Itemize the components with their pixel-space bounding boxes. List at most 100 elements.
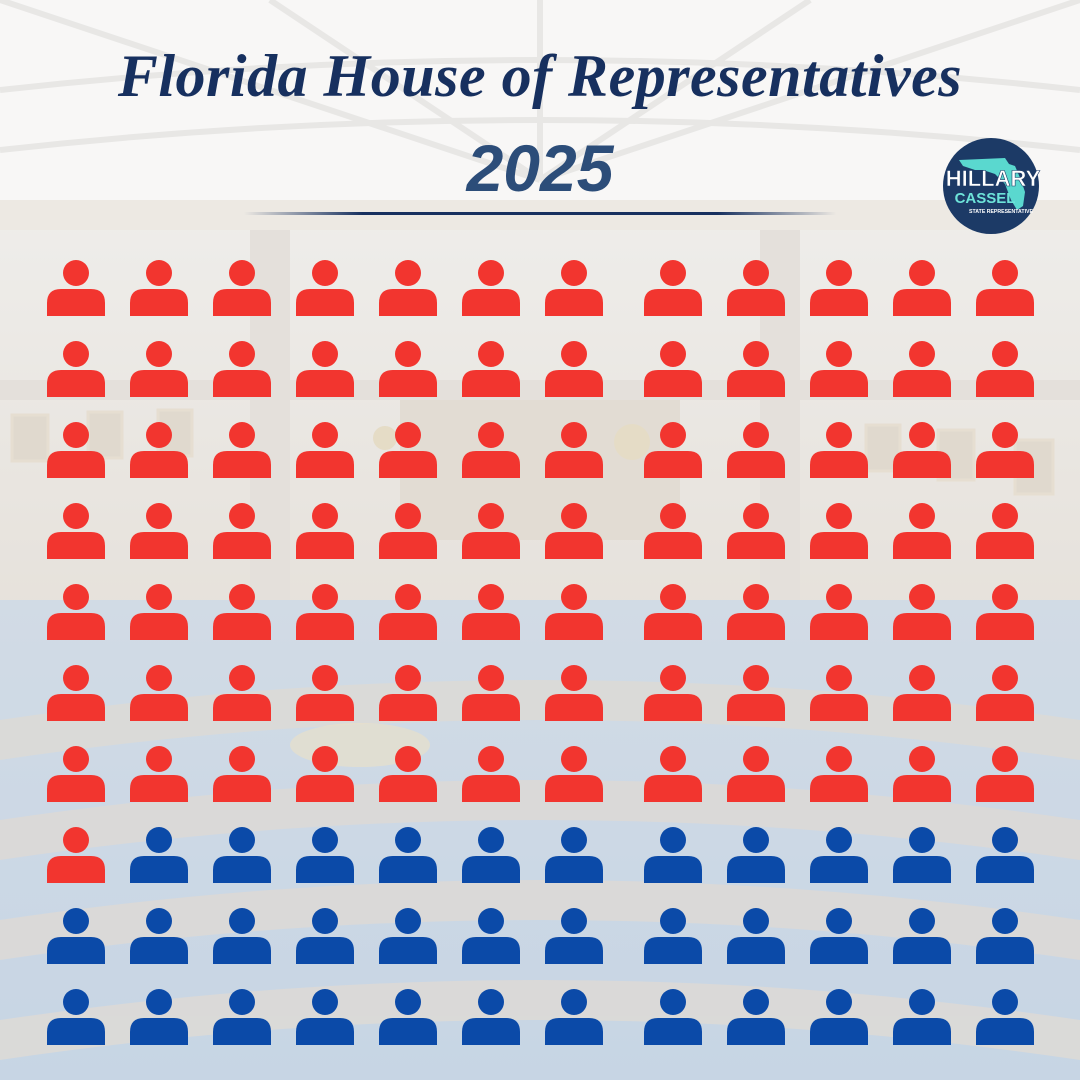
- seat-icon-red: [545, 260, 603, 316]
- seat-icon-blue: [462, 908, 520, 964]
- seat-icon-red: [47, 422, 105, 478]
- seat-icon-blue: [47, 908, 105, 964]
- seat-icon-red: [213, 584, 271, 640]
- logo-subtitle: STATE REPRESENTATIVE: [969, 209, 1033, 215]
- seat-icon-blue: [130, 827, 188, 883]
- seat-icon-red: [130, 260, 188, 316]
- seat-icon-blue: [296, 989, 354, 1045]
- seat-icon-blue: [213, 989, 271, 1045]
- seat-icon-red: [644, 746, 702, 802]
- seat-icon-red: [130, 584, 188, 640]
- seat-icon-red: [47, 665, 105, 721]
- logo-name-line2: CASSEL: [955, 190, 1016, 207]
- seat-icon-red: [976, 341, 1034, 397]
- seat-icon-blue: [47, 989, 105, 1045]
- seat-icon-red: [976, 503, 1034, 559]
- seat-icon-red: [296, 746, 354, 802]
- seat-icon-red: [296, 503, 354, 559]
- seat-icon-red: [893, 746, 951, 802]
- seat-icon-blue: [893, 989, 951, 1045]
- seat-icon-red: [379, 584, 437, 640]
- seat-icon-red: [462, 503, 520, 559]
- seat-icon-red: [893, 260, 951, 316]
- title-divider: [244, 212, 836, 215]
- seat-icon-red: [47, 746, 105, 802]
- seat-icon-red: [893, 341, 951, 397]
- logo: HILLARY CASSEL STATE REPRESENTATIVE: [935, 136, 1047, 236]
- seat-icon-blue: [213, 827, 271, 883]
- seat-icon-red: [976, 584, 1034, 640]
- seat-icon-red: [379, 260, 437, 316]
- seat-icon-red: [545, 503, 603, 559]
- seat-icon-red: [644, 260, 702, 316]
- seat-icon-red: [47, 827, 105, 883]
- seat-icon-blue: [727, 989, 785, 1045]
- seat-icon-red: [727, 341, 785, 397]
- seat-icon-red: [296, 341, 354, 397]
- seat-icon-red: [462, 746, 520, 802]
- year-label: 2025: [466, 131, 614, 205]
- seat-icon-red: [545, 422, 603, 478]
- seat-icon-red: [47, 584, 105, 640]
- seat-icon-red: [810, 341, 868, 397]
- seat-icon-blue: [727, 827, 785, 883]
- seat-icon-blue: [379, 827, 437, 883]
- seat-icon-red: [976, 746, 1034, 802]
- seat-icon-red: [379, 422, 437, 478]
- seat-icon-red: [644, 341, 702, 397]
- seat-icon-blue: [130, 908, 188, 964]
- seat-icon-red: [727, 422, 785, 478]
- seat-icon-blue: [976, 989, 1034, 1045]
- seat-icon-red: [644, 503, 702, 559]
- seat-icon-red: [213, 503, 271, 559]
- seat-icon-blue: [545, 908, 603, 964]
- seat-icon-red: [976, 260, 1034, 316]
- seat-icon-red: [213, 665, 271, 721]
- seat-icon-red: [727, 665, 785, 721]
- seat-icon-red: [462, 341, 520, 397]
- seat-icon-red: [644, 422, 702, 478]
- seat-icon-blue: [296, 827, 354, 883]
- florida-outline-icon: [959, 158, 1025, 210]
- seat-icon-blue: [976, 827, 1034, 883]
- seat-icon-blue: [462, 989, 520, 1045]
- seat-icon-red: [379, 665, 437, 721]
- logo-name-line1: HILLARY: [946, 166, 1041, 191]
- seat-icon-red: [727, 503, 785, 559]
- seat-icon-red: [379, 746, 437, 802]
- seat-icon-red: [644, 665, 702, 721]
- seat-icon-red: [296, 422, 354, 478]
- seat-icon-red: [462, 260, 520, 316]
- seat-icon-red: [462, 584, 520, 640]
- seat-icon-blue: [810, 989, 868, 1045]
- page-title: Florida House of Representatives: [117, 43, 963, 109]
- seat-icon-red: [213, 422, 271, 478]
- seat-icon-blue: [462, 827, 520, 883]
- seat-icon-red: [130, 422, 188, 478]
- seat-icon-red: [545, 341, 603, 397]
- seat-icon-red: [810, 260, 868, 316]
- seat-icon-red: [379, 341, 437, 397]
- seat-icon-red: [545, 584, 603, 640]
- seat-icon-blue: [893, 827, 951, 883]
- seat-icon-red: [47, 260, 105, 316]
- seat-icon-blue: [727, 908, 785, 964]
- seat-icon-red: [727, 584, 785, 640]
- seat-icon-blue: [976, 908, 1034, 964]
- seat-icon-red: [130, 341, 188, 397]
- seat-icon-red: [810, 746, 868, 802]
- seat-icon-red: [810, 584, 868, 640]
- seat-icon-blue: [545, 827, 603, 883]
- seat-icon-red: [810, 503, 868, 559]
- seat-icon-red: [893, 584, 951, 640]
- seat-icon-red: [727, 260, 785, 316]
- seat-icon-red: [296, 260, 354, 316]
- seat-icon-red: [893, 503, 951, 559]
- seat-icon-blue: [130, 989, 188, 1045]
- seat-icon-blue: [644, 989, 702, 1045]
- seat-icon-red: [893, 422, 951, 478]
- seat-icon-blue: [644, 827, 702, 883]
- seat-icon-red: [545, 746, 603, 802]
- seat-icon-red: [213, 746, 271, 802]
